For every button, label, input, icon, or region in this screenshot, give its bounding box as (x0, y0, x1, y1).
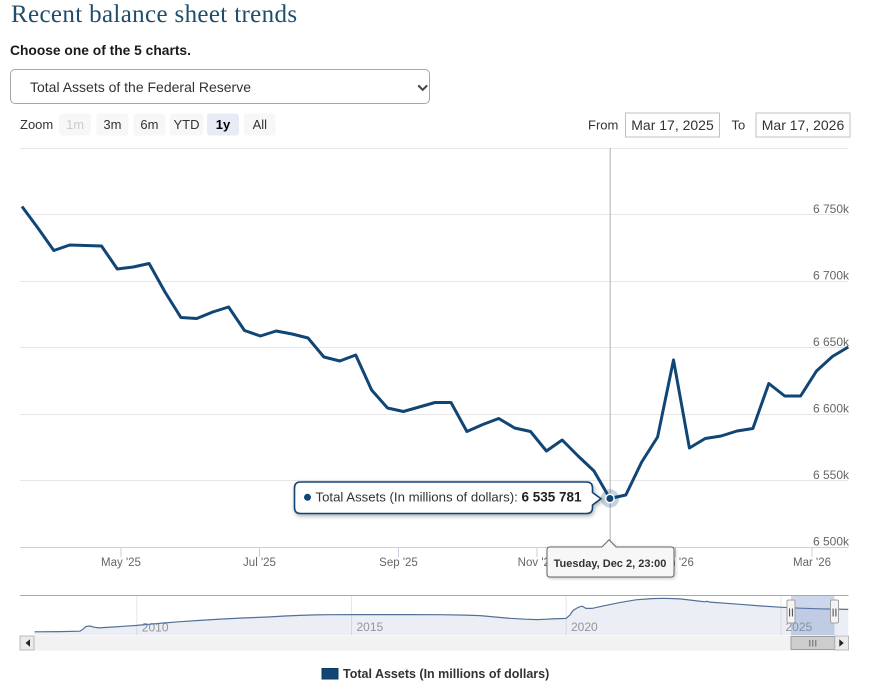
svg-text:6 650k: 6 650k (813, 335, 850, 349)
svg-text:Tuesday, Dec 2, 23:00: Tuesday, Dec 2, 23:00 (554, 558, 667, 570)
svg-text:6 600k: 6 600k (813, 402, 850, 416)
svg-text:2020: 2020 (571, 620, 598, 634)
svg-text:Sep '25: Sep '25 (379, 557, 418, 569)
svg-text:1m: 1m (66, 117, 84, 132)
svg-text:Mar 17, 2026: Mar 17, 2026 (762, 117, 845, 133)
svg-text:Mar '26: Mar '26 (793, 557, 831, 569)
svg-text:3m: 3m (103, 117, 121, 132)
svg-text:Total Assets (In millions of d: Total Assets (In millions of dollars): 6… (316, 490, 583, 505)
svg-text:6 700k: 6 700k (813, 269, 850, 283)
svg-text:To: To (732, 118, 746, 133)
svg-text:Mar 17, 2025: Mar 17, 2025 (631, 117, 714, 133)
svg-text:From: From (588, 118, 618, 133)
svg-text:Total Assets (In millions of d: Total Assets (In millions of dollars) (343, 667, 549, 681)
svg-text:6 500k: 6 500k (813, 535, 850, 549)
svg-text:6 750k: 6 750k (813, 202, 850, 216)
svg-text:May '25: May '25 (101, 557, 141, 569)
svg-text:1y: 1y (216, 117, 231, 132)
svg-text:All: All (253, 117, 268, 132)
svg-text:6m: 6m (140, 117, 158, 132)
svg-text:Jul '25: Jul '25 (243, 557, 276, 569)
svg-text:Zoom: Zoom (20, 117, 53, 132)
svg-text:2015: 2015 (357, 620, 384, 634)
svg-text:YTD: YTD (174, 117, 200, 132)
svg-text:6 550k: 6 550k (813, 468, 850, 482)
